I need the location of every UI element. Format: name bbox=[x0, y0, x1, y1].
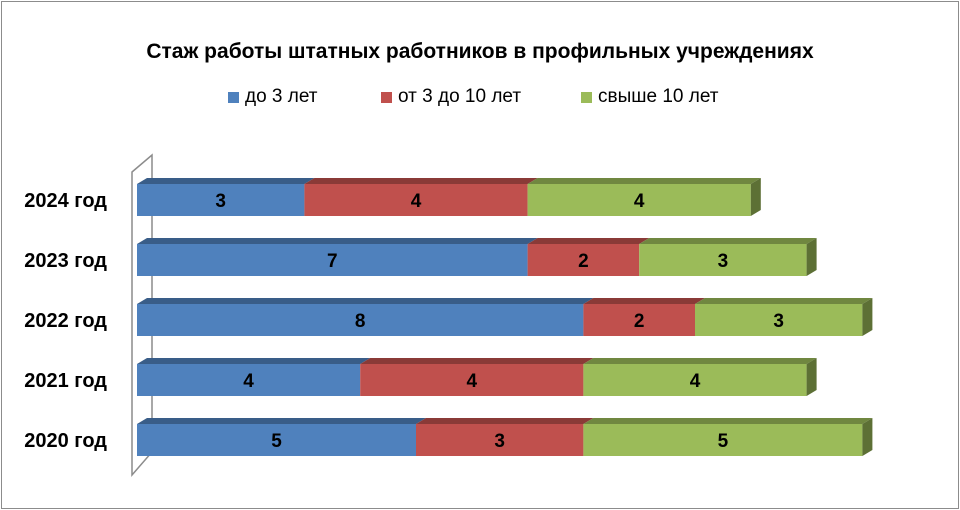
legend-swatch-blue bbox=[228, 91, 239, 103]
bar-top-face bbox=[527, 178, 761, 184]
value-label: 3 bbox=[718, 251, 729, 272]
bar-side-face bbox=[862, 418, 873, 456]
category-label: 2020 год bbox=[24, 430, 107, 452]
bar-segment bbox=[304, 184, 528, 216]
legend-swatch-red bbox=[381, 91, 392, 103]
bar-segment bbox=[137, 244, 528, 276]
value-label: 4 bbox=[243, 371, 254, 392]
bar-top-face bbox=[695, 298, 873, 304]
value-label: 5 bbox=[718, 431, 729, 452]
bar-top-face bbox=[137, 298, 594, 304]
bar-top-face bbox=[360, 358, 594, 364]
legend-label-3-to-10: от 3 до 10 лет bbox=[398, 86, 522, 107]
bar-top-face bbox=[304, 178, 538, 184]
bar-top-face bbox=[137, 358, 371, 364]
bar-top-face bbox=[137, 178, 315, 184]
bar-top-face bbox=[416, 418, 594, 424]
chart-title: Стаж работы штатных работников в профиль… bbox=[146, 40, 814, 63]
bar-side-face bbox=[750, 178, 761, 216]
bar-segment bbox=[583, 364, 807, 396]
value-label: 3 bbox=[773, 311, 784, 332]
bar-segment bbox=[137, 424, 416, 456]
value-label: 7 bbox=[327, 251, 338, 272]
value-label: 3 bbox=[494, 431, 505, 452]
bar-top-face bbox=[583, 418, 873, 424]
value-label: 3 bbox=[215, 191, 226, 212]
bar-segment bbox=[360, 364, 584, 396]
legend-item-under-3: до 3 лет bbox=[228, 86, 318, 108]
bar-segment bbox=[527, 184, 751, 216]
legend-swatch-green bbox=[581, 91, 592, 103]
bar-segment bbox=[527, 244, 640, 276]
category-label: 2024 год bbox=[24, 190, 107, 212]
value-label: 4 bbox=[634, 191, 645, 212]
bar-segment bbox=[137, 304, 584, 336]
bar-segment bbox=[695, 304, 863, 336]
category-label: 2021 год bbox=[24, 370, 107, 392]
bar-side-face bbox=[862, 298, 873, 336]
bar-segment bbox=[416, 424, 584, 456]
bar-segment bbox=[583, 304, 695, 336]
legend-item-over-10: свыше 10 лет bbox=[581, 86, 718, 108]
bar-side-face bbox=[806, 358, 817, 396]
value-label: 5 bbox=[271, 431, 282, 452]
value-label: 2 bbox=[634, 311, 645, 332]
category-label: 2022 год bbox=[24, 310, 107, 332]
value-label: 2 bbox=[578, 251, 589, 272]
bar-top-face bbox=[137, 238, 538, 244]
bar-side-face bbox=[806, 238, 817, 276]
legend-label-under-3: до 3 лет bbox=[245, 86, 318, 107]
value-label: 4 bbox=[467, 371, 478, 392]
bar-top-face bbox=[583, 358, 817, 364]
chart-legend: до 3 лет от 3 до 10 лет свыше 10 лет bbox=[0, 86, 960, 112]
category-label: 2023 год bbox=[24, 250, 107, 272]
bar-segment bbox=[639, 244, 807, 276]
legend-label-over-10: свыше 10 лет bbox=[598, 86, 719, 107]
bar-segment bbox=[137, 184, 305, 216]
bar-segment bbox=[583, 424, 863, 456]
legend-item-3-to-10: от 3 до 10 лет bbox=[381, 86, 521, 108]
bar-top-face bbox=[137, 418, 426, 424]
bar-segment bbox=[137, 364, 361, 396]
bar-top-face bbox=[527, 238, 650, 244]
value-label: 8 bbox=[355, 311, 366, 332]
bar-top-face bbox=[583, 298, 705, 304]
value-label: 4 bbox=[411, 191, 422, 212]
bar-top-face bbox=[639, 238, 817, 244]
value-label: 4 bbox=[690, 371, 701, 392]
